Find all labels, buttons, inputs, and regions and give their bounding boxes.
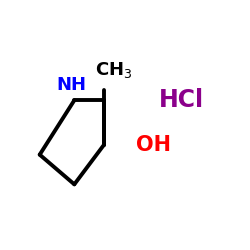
Text: HCl: HCl <box>159 88 204 112</box>
Text: NH: NH <box>57 76 87 94</box>
Text: OH: OH <box>136 135 171 155</box>
Text: CH$_3$: CH$_3$ <box>95 60 132 80</box>
